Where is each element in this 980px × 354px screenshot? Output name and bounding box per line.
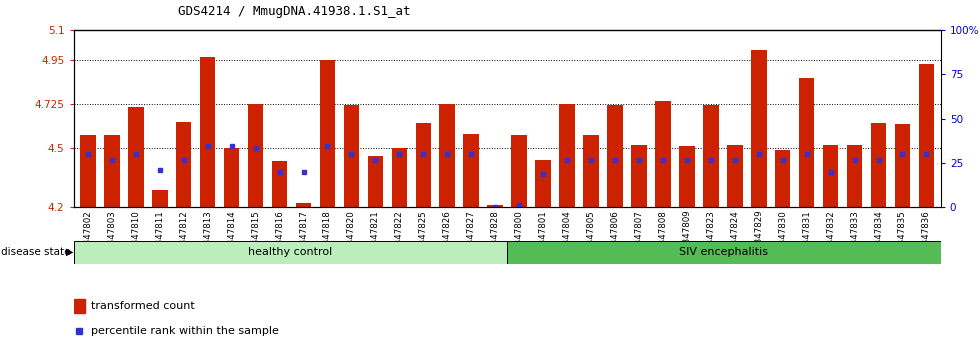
Text: GDS4214 / MmugDNA.41938.1.S1_at: GDS4214 / MmugDNA.41938.1.S1_at (177, 5, 411, 18)
Text: percentile rank within the sample: percentile rank within the sample (91, 326, 279, 336)
Bar (200, 57, 216, 207)
Bar (344, 105, 360, 207)
Bar (74, 299, 84, 313)
Bar (464, 134, 479, 207)
Bar (416, 122, 431, 207)
Bar (775, 150, 791, 207)
Bar (104, 135, 120, 207)
Bar (631, 145, 647, 207)
Bar (895, 124, 910, 207)
Bar (679, 146, 695, 207)
Bar (870, 122, 886, 207)
Bar (271, 161, 287, 207)
Bar (296, 203, 312, 207)
Bar (368, 156, 383, 207)
Bar (176, 121, 191, 207)
Text: disease state: disease state (1, 247, 71, 257)
Bar (535, 160, 551, 207)
Bar (823, 145, 838, 207)
Text: healthy control: healthy control (248, 247, 332, 257)
Bar (703, 105, 718, 207)
Bar (248, 104, 264, 207)
Bar (512, 135, 527, 207)
Bar (319, 59, 335, 207)
Bar (560, 104, 575, 207)
Bar (439, 104, 455, 207)
Bar (128, 107, 144, 207)
Bar (392, 148, 407, 207)
Bar (751, 50, 766, 207)
Bar (223, 148, 239, 207)
Bar (508, 241, 941, 264)
Bar (918, 63, 934, 207)
Bar (152, 190, 168, 207)
Bar (80, 135, 96, 207)
Bar (74, 241, 508, 264)
Bar (487, 205, 503, 207)
Bar (655, 101, 670, 207)
Text: transformed count: transformed count (91, 301, 195, 311)
Text: SIV encephalitis: SIV encephalitis (679, 247, 768, 257)
Bar (583, 135, 599, 207)
Bar (847, 145, 862, 207)
Text: ▶: ▶ (66, 247, 74, 257)
Bar (727, 145, 743, 207)
Bar (608, 105, 622, 207)
Bar (799, 78, 814, 207)
